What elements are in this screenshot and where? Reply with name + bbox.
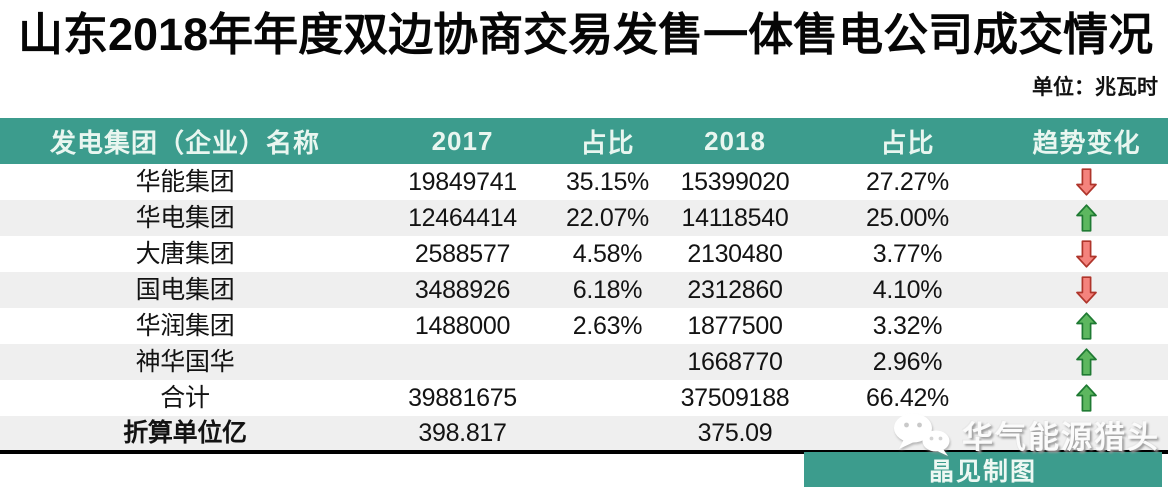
cell-2018-share: 27.27%	[866, 167, 949, 196]
table-row: 神华国华 1668770 2.96%	[0, 344, 1168, 380]
cell-2017-share: 2.63%	[572, 311, 643, 340]
cell-2018-volume: 2312860	[660, 272, 810, 308]
table-row: 合计 39881675 37509188 66.42%	[0, 380, 1168, 416]
cell-company-name: 大唐集团	[135, 239, 235, 268]
cell-trend	[1005, 416, 1168, 454]
trade-results-table: 发电集团（企业）名称 2017 占比 2018 占比 趋势变化 华能集团 198…	[0, 118, 1168, 454]
column-header-2017: 2017	[370, 118, 555, 164]
cell-trend	[1005, 236, 1168, 272]
table-row: 国电集团 3488926 6.18% 2312860 4.10%	[0, 272, 1168, 308]
cell-company-name: 合计	[160, 383, 210, 412]
cell-trend	[1005, 344, 1168, 380]
cell-company-name: 折算单位亿	[0, 416, 370, 454]
trend-up-icon	[1076, 204, 1097, 232]
cell-2018-share: 2.96%	[810, 344, 1005, 380]
trend-up-icon	[1076, 384, 1097, 412]
cell-company-name: 华润集团	[135, 311, 235, 340]
column-header-2018-share: 占比	[810, 118, 1005, 164]
trend-up-icon	[1076, 312, 1097, 340]
table-row: 华电集团 12464414 22.07% 14118540 25.00%	[0, 200, 1168, 236]
cell-company-name: 华电集团	[0, 200, 370, 236]
cell-2018-volume: 375.09	[660, 416, 810, 454]
cell-2017-volume	[370, 344, 555, 380]
credit-badge: 晶见制图	[804, 452, 1162, 487]
cell-2017-volume: 39881675	[408, 383, 517, 412]
cell-2018-volume: 2130480	[687, 239, 783, 268]
column-header-company: 发电集团（企业）名称	[0, 118, 370, 164]
cell-2018-volume: 1668770	[660, 344, 810, 380]
column-header-2018: 2018	[660, 118, 810, 164]
cell-2018-volume: 14118540	[660, 200, 810, 236]
cell-2017-volume: 2588577	[414, 239, 511, 268]
table-row: 华润集团 1488000 2.63% 1877500 3.32%	[0, 308, 1168, 344]
header-row: 发电集团（企业）名称 2017 占比 2018 占比 趋势变化	[0, 118, 1168, 164]
trend-down-icon	[1076, 276, 1097, 304]
unit-label: 单位：兆瓦时	[1032, 76, 1158, 99]
table-row: 大唐集团 2588577 4.58% 2130480 3.77%	[0, 236, 1168, 272]
cell-2017-share	[555, 380, 660, 416]
table-row: 折算单位亿 398.817 375.09	[0, 416, 1168, 454]
cell-2018-share: 66.42%	[866, 383, 949, 412]
cell-2018-volume: 15399020	[680, 167, 790, 196]
cell-company-name: 神华国华	[0, 344, 370, 380]
cell-2017-share: 22.07%	[555, 200, 660, 236]
cell-2017-volume: 398.817	[370, 416, 555, 454]
cell-2017-share: 4.58%	[572, 239, 643, 268]
cell-2017-volume: 3488926	[370, 272, 555, 308]
cell-2017-volume: 12464414	[370, 200, 555, 236]
trend-down-icon	[1076, 168, 1097, 196]
cell-company-name: 国电集团	[0, 272, 370, 308]
table-row: 华能集团 19849741 35.15% 15399020 27.27%	[0, 164, 1168, 200]
cell-trend	[1005, 164, 1168, 200]
cell-2017-share	[555, 344, 660, 380]
cell-2018-volume: 1877500	[687, 311, 783, 340]
cell-2018-share: 4.10%	[810, 272, 1005, 308]
table-body: 华能集团 19849741 35.15% 15399020 27.27% 华电集…	[0, 164, 1168, 454]
cell-trend	[1005, 272, 1168, 308]
cell-2018-share: 3.32%	[872, 311, 943, 340]
cell-trend	[1005, 200, 1168, 236]
cell-2018-share: 3.77%	[872, 239, 943, 268]
cell-trend	[1005, 308, 1168, 344]
cell-2017-volume: 19849741	[408, 167, 517, 196]
cell-2018-share	[810, 416, 1005, 454]
trend-down-icon	[1076, 240, 1097, 268]
cell-2017-share: 6.18%	[555, 272, 660, 308]
table-header: 发电集团（企业）名称 2017 占比 2018 占比 趋势变化	[0, 118, 1168, 164]
cell-2017-volume: 1488000	[414, 311, 511, 340]
cell-company-name: 华能集团	[135, 167, 235, 196]
column-header-2017-share: 占比	[555, 118, 660, 164]
cell-2018-volume: 37509188	[680, 383, 790, 412]
cell-trend	[1005, 380, 1168, 416]
cell-2017-share: 35.15%	[566, 167, 649, 196]
page-title: 山东2018年年度双边协商交易发售一体售电公司成交情况	[18, 9, 1154, 60]
cell-2018-share: 25.00%	[810, 200, 1005, 236]
cell-2017-share	[555, 416, 660, 454]
column-header-trend: 趋势变化	[1005, 118, 1168, 164]
trend-up-icon	[1076, 348, 1097, 376]
